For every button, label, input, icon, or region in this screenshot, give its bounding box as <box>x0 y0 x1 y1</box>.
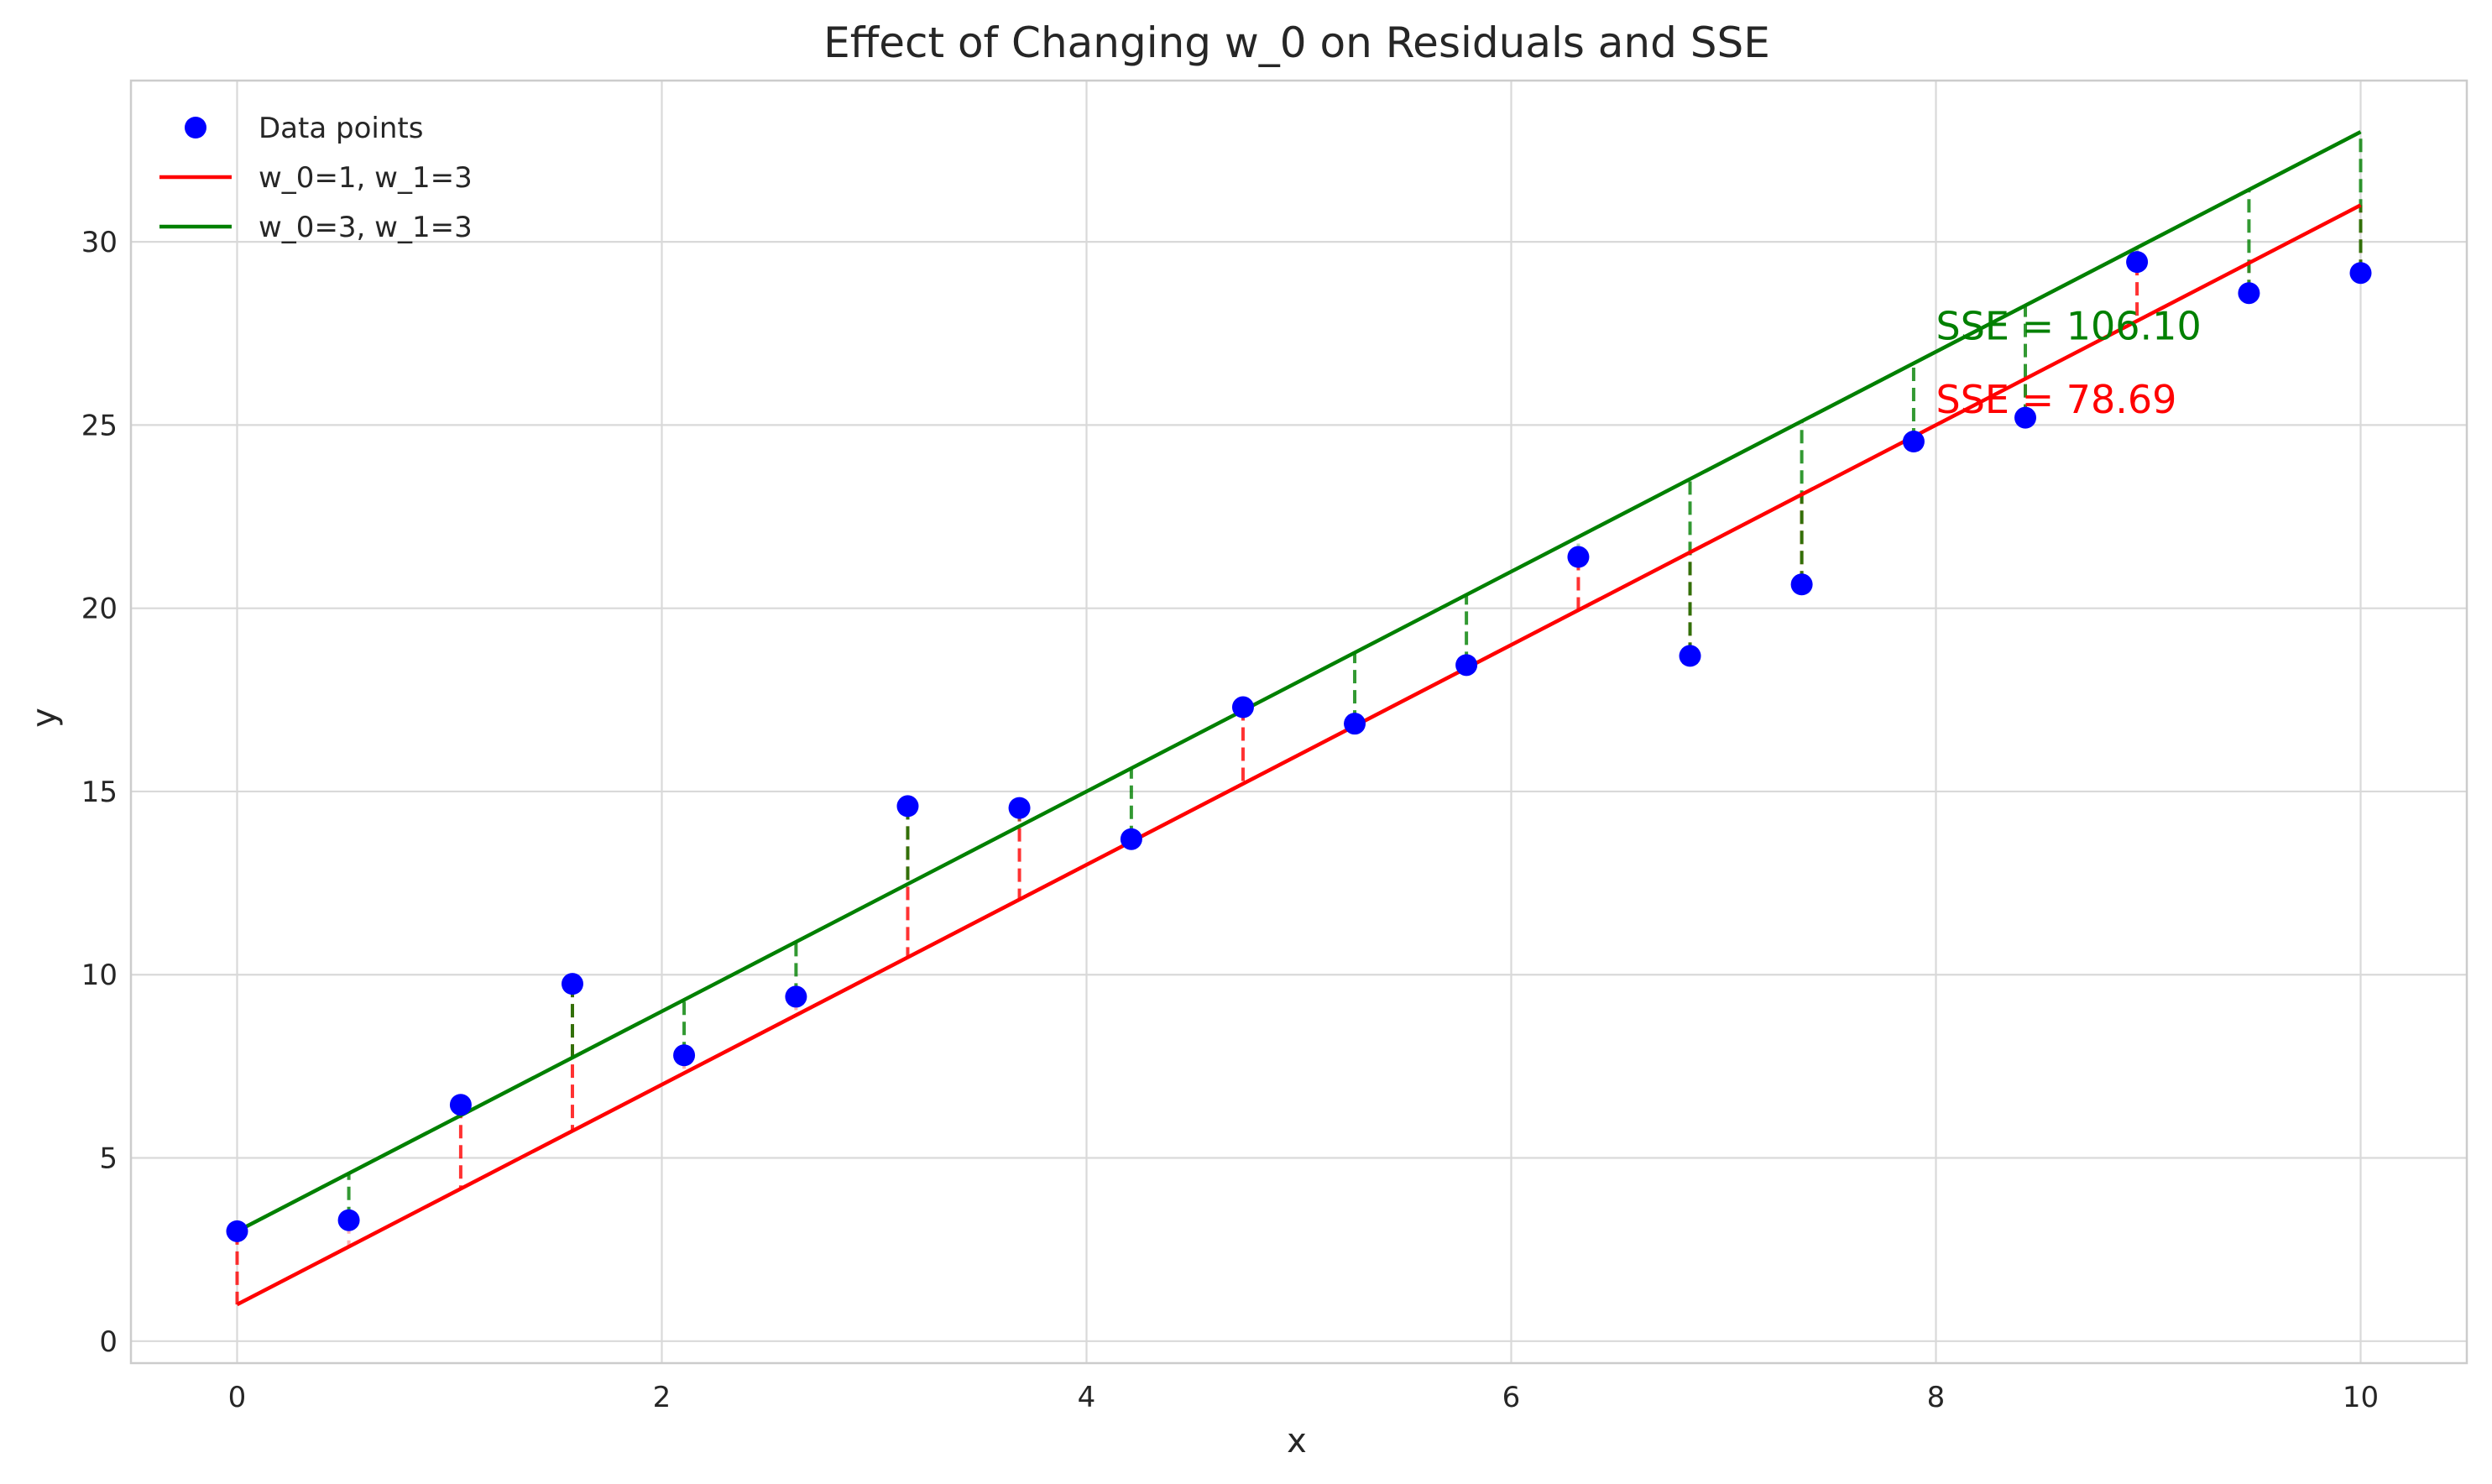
data-point <box>1567 546 1590 568</box>
x-tick-label: 0 <box>228 1381 247 1414</box>
regression-line-green <box>236 130 2362 1233</box>
data-point <box>226 1220 248 1242</box>
x-axis-label: x <box>1287 1422 1307 1460</box>
data-point <box>1790 573 1813 596</box>
x-tick-label: 6 <box>1502 1381 1521 1414</box>
y-tick-label: 25 <box>81 409 118 442</box>
regression-line-red <box>236 203 2362 1307</box>
y-tick-label: 15 <box>81 776 118 809</box>
sse-annotation: SSE = 78.69 <box>1936 377 2177 422</box>
legend-label-series: w_0=1, w_1=3 <box>259 161 473 195</box>
data-point <box>561 973 583 995</box>
y-tick-label: 10 <box>81 959 118 992</box>
y-tick-label: 20 <box>81 593 118 626</box>
legend-marker-data-points <box>185 117 206 138</box>
plot-area: 0 2 4 6 8 10 0 5 10 15 20 25 30 SSE = 106.10 SSE = 78.… <box>81 79 2468 1414</box>
data-point <box>1344 713 1366 735</box>
data-point <box>673 1044 696 1067</box>
x-tick-label: 10 <box>2343 1381 2379 1414</box>
x-tick-label: 2 <box>653 1381 671 1414</box>
data-point <box>2238 282 2260 305</box>
y-tick-label: 30 <box>81 226 118 259</box>
chart-title: Effect of Changing w_0 on Residuals and … <box>823 18 1770 67</box>
data-point <box>2126 251 2149 274</box>
data-point <box>1120 828 1142 850</box>
plot-background <box>131 81 2467 1363</box>
data-point <box>1902 431 1925 453</box>
legend-label-series: w_0=3, w_1=3 <box>259 211 473 244</box>
y-axis-label: y <box>25 708 64 728</box>
legend: Data points w_0=1, w_1=3 w_0=3, w_1=3 <box>159 112 473 244</box>
data-point <box>2349 262 2372 285</box>
data-point <box>1455 654 1478 677</box>
plot-frame <box>129 79 2468 1365</box>
data-point <box>1008 797 1031 819</box>
x-tick-label: 4 <box>1078 1381 1096 1414</box>
y-tick-label: 5 <box>99 1142 118 1176</box>
sse-annotation: SSE = 106.10 <box>1936 304 2202 349</box>
data-point <box>896 795 919 818</box>
y-tick-label: 0 <box>99 1325 118 1359</box>
data-point <box>1679 645 1701 667</box>
data-point <box>785 985 807 1008</box>
legend-label-data-points: Data points <box>259 112 423 145</box>
data-point <box>1231 696 1254 718</box>
data-point <box>337 1209 360 1231</box>
data-point <box>2014 406 2037 429</box>
data-point <box>449 1094 472 1116</box>
x-tick-label: 8 <box>1927 1381 1946 1414</box>
